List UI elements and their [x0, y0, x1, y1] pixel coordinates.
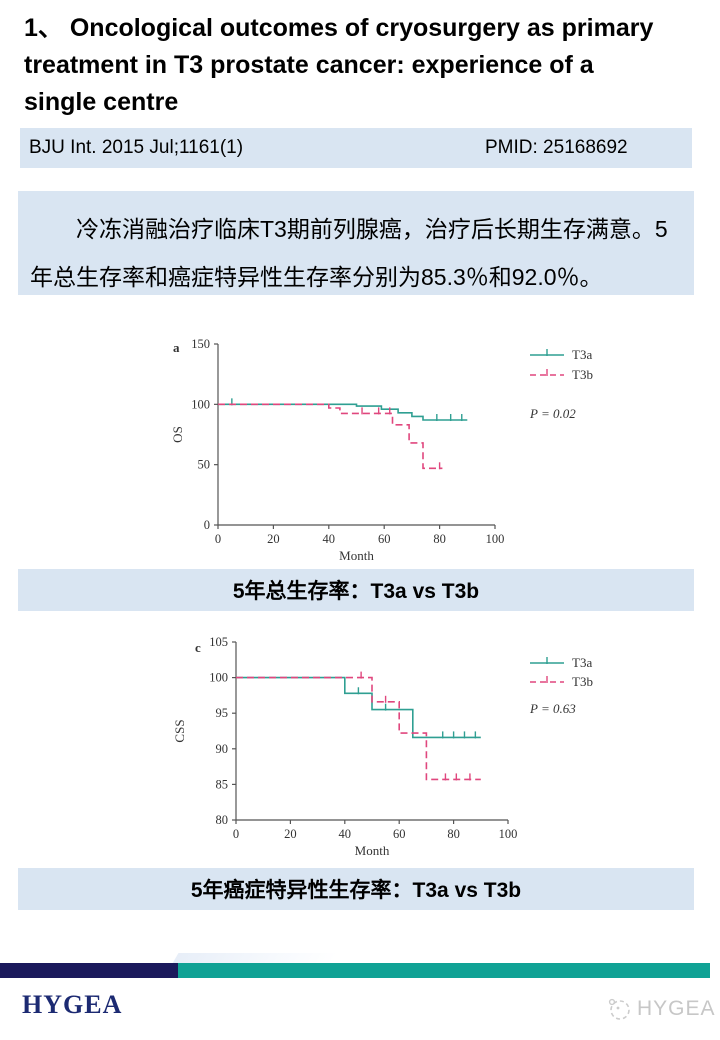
svg-text:80: 80 [433, 532, 446, 546]
abstract-text: 冷冻消融治疗临床T3期前列腺癌，治疗后长期生存满意。5年总生存率和癌症特异性生存… [30, 216, 668, 290]
hygea-logo: HYGEA [22, 990, 123, 1019]
svg-text:100: 100 [191, 397, 210, 411]
svg-text:0: 0 [233, 827, 239, 841]
svg-text:Month: Month [355, 843, 390, 858]
km-svg: 0 20 40 60 80 100 80 85 90 95 100 105 c CSS Month T3a T3… [172, 635, 593, 858]
svg-text:90: 90 [216, 742, 229, 756]
abstract-box: 冷冻消融治疗临床T3期前列腺癌，治疗后长期生存满意。5年总生存率和癌症特异性生存… [18, 191, 694, 295]
footer-bar-navy [0, 963, 178, 978]
hygea-watermark-icon [608, 998, 630, 1020]
svg-text:T3b: T3b [572, 674, 593, 689]
svg-text:100: 100 [209, 671, 228, 685]
citation-bar: BJU Int. 2015 Jul;1161(1) PMID: 25168692 [20, 128, 692, 168]
citation-pmid: PMID: 25168692 [485, 137, 628, 158]
svg-text:150: 150 [191, 337, 210, 351]
svg-text:60: 60 [393, 827, 406, 841]
css-caption: 5年癌症特异性生存率：T3a vs T3b [18, 868, 694, 910]
svg-text:100: 100 [486, 532, 505, 546]
svg-text:40: 40 [339, 827, 352, 841]
svg-text:80: 80 [447, 827, 460, 841]
svg-text:Month: Month [339, 548, 374, 563]
hygea-watermark-text: HYGEA [637, 997, 716, 1020]
svg-text:T3a: T3a [572, 347, 592, 362]
svg-text:50: 50 [198, 458, 211, 472]
svg-text:40: 40 [323, 532, 336, 546]
footer-bar-teal [178, 963, 710, 978]
svg-text:P = 0.63: P = 0.63 [529, 701, 576, 716]
os-km-chart: 0 20 40 60 80 100 0 50 100 150 a OS Month T3a T3b P = 0… [168, 328, 720, 576]
svg-text:c: c [195, 640, 201, 655]
svg-text:95: 95 [216, 706, 229, 720]
page-title: 1、 Oncological outcomes of cryosurgery a… [24, 14, 654, 116]
svg-text:a: a [173, 340, 180, 355]
svg-text:60: 60 [378, 532, 391, 546]
svg-text:T3a: T3a [572, 655, 592, 670]
svg-text:20: 20 [284, 827, 297, 841]
svg-text:0: 0 [204, 518, 210, 532]
svg-text:80: 80 [216, 813, 229, 827]
svg-text:CSS: CSS [172, 719, 187, 742]
os-caption: 5年总生存率：T3a vs T3b [18, 569, 694, 611]
svg-text:100: 100 [499, 827, 518, 841]
hygea-watermark: HYGEA [606, 996, 716, 1022]
svg-text:T3b: T3b [572, 367, 593, 382]
km-svg: 0 20 40 60 80 100 0 50 100 150 a OS Month T3a T3b P = 0… [170, 337, 593, 563]
svg-text:85: 85 [216, 777, 229, 791]
css-km-chart: 0 20 40 60 80 100 80 85 90 95 100 105 c CSS Month T3a T3… [168, 623, 720, 871]
svg-text:OS: OS [170, 426, 185, 443]
svg-text:20: 20 [267, 532, 280, 546]
svg-text:0: 0 [215, 532, 221, 546]
svg-text:105: 105 [209, 635, 228, 649]
citation-journal: BJU Int. 2015 Jul;1161(1) [29, 137, 244, 158]
svg-text:P = 0.02: P = 0.02 [529, 406, 576, 421]
